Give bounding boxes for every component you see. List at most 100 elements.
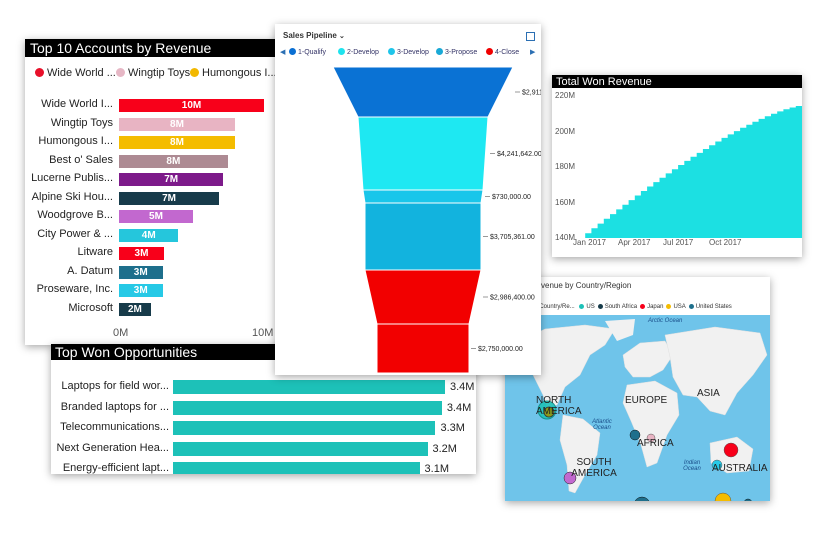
opportunity-value-label: 3.4M <box>446 401 472 414</box>
account-name: Alpine Ski Hou... <box>31 190 113 203</box>
top-accounts-legend-item[interactable]: Wingtip Toys <box>116 67 190 79</box>
map-legend-label: Address 1: Country/Re... <box>509 304 575 310</box>
legend-dot-icon <box>640 304 646 309</box>
y-axis-tick: 180M <box>555 162 576 171</box>
account-revenue-bar[interactable]: 3M <box>119 284 163 297</box>
funnel-stage[interactable] <box>362 189 484 204</box>
greenland-land <box>605 319 635 341</box>
map-legend-item[interactable]: United States <box>688 304 732 310</box>
sales-pipeline-title[interactable]: Sales Pipeline ⌄ <box>283 31 345 40</box>
funnel-value-label: $2,750,000.00 <box>478 346 523 353</box>
account-revenue-bar[interactable]: 4M <box>119 228 179 242</box>
account-revenue-bar[interactable]: 10M <box>119 99 264 112</box>
opportunity-revenue-bar[interactable] <box>173 421 436 435</box>
opportunity-name: Laptops for field wor... <box>61 380 169 392</box>
opportunity-name: Next Generation Hea... <box>56 441 169 454</box>
pipeline-legend-item[interactable]: 1-Qualify <box>289 48 326 56</box>
opportunity-value-label: 3.4M <box>450 381 475 393</box>
map-label-north-america: NORTH AMERICA <box>536 395 582 417</box>
map-title: Open Revenue by Country/Region <box>509 281 632 290</box>
opportunity-name: Branded laptops for ... <box>60 400 169 413</box>
account-revenue-bar[interactable]: 8M <box>119 136 235 149</box>
account-revenue-bar[interactable]: 3M <box>119 265 163 279</box>
legend-label: South Africa <box>604 304 638 310</box>
opportunity-value-label: 3.2M <box>432 442 457 455</box>
opportunity-name: Energy-efficient lapt... <box>62 462 169 474</box>
expand-icon[interactable] <box>526 32 535 41</box>
pipeline-legend-item[interactable]: 4-Close <box>486 48 519 56</box>
africa-land <box>622 380 680 468</box>
legend-label: 3-Develop <box>397 49 429 56</box>
map-label-europe: EUROPE <box>625 395 668 406</box>
legend-label: USA <box>673 304 686 310</box>
total-won-title: Total Won Revenue <box>552 75 802 88</box>
account-name: Lucerne Publis... <box>31 172 113 184</box>
sales-pipeline-title-text: Sales Pipeline <box>283 31 337 40</box>
australia-bubble <box>714 492 732 501</box>
account-revenue-bar[interactable]: 3M <box>119 247 164 260</box>
pipeline-legend-item[interactable]: 2-Develop <box>338 48 379 56</box>
legend-dot-icon <box>666 304 672 309</box>
account-name: Wingtip Toys <box>50 116 113 129</box>
funnel-stage[interactable] <box>376 323 470 374</box>
legend-dot-icon <box>486 48 493 55</box>
opportunity-revenue-bar[interactable] <box>173 441 428 456</box>
account-revenue-bar[interactable]: 8M <box>119 154 228 168</box>
account-revenue-bar[interactable]: 8M <box>119 117 235 131</box>
account-name: Wide World I... <box>41 98 113 110</box>
account-revenue-bar[interactable]: 5M <box>119 210 193 223</box>
uk-bubble <box>629 429 641 441</box>
europe-land <box>622 340 674 378</box>
legend-dot-icon <box>579 304 585 309</box>
legend-label: United States <box>695 304 732 310</box>
total-won-card: Total Won Revenue 220M 200M 180M 160M 140M Ja… <box>552 75 802 257</box>
top-accounts-legend-item[interactable]: Wide World ... <box>35 67 116 79</box>
pipeline-legend-item[interactable]: 3-Propose <box>436 48 477 56</box>
japan-bubble <box>723 442 739 458</box>
funnel-stage[interactable] <box>364 202 482 271</box>
funnel-value-label: $2,911,187.00 <box>522 90 541 97</box>
account-revenue-bar[interactable]: 7M <box>119 173 224 186</box>
opportunity-revenue-bar[interactable] <box>173 462 420 474</box>
legend-label: 2-Develop <box>347 49 379 56</box>
account-revenue-bar[interactable]: 7M <box>119 191 220 205</box>
chevron-down-icon[interactable]: ⌄ <box>339 33 345 40</box>
funnel-stage[interactable] <box>332 66 514 118</box>
account-name: Humongous I... <box>38 135 113 147</box>
funnel-value-label: $730,000.00 <box>492 194 531 201</box>
map-legend-item[interactable]: USA <box>666 304 686 310</box>
opportunity-revenue-bar[interactable] <box>173 400 442 415</box>
opportunity-name: Telecommunications... <box>60 421 169 433</box>
map-card: Open Revenue by Country/Region Address 1… <box>505 277 770 501</box>
funnel-stage[interactable] <box>364 269 482 325</box>
map-legend-item[interactable]: South Africa <box>597 304 638 310</box>
legend-right-arrow-icon[interactable]: ▶ <box>530 49 536 56</box>
legend-label: 3-Propose <box>445 49 478 56</box>
legend-dot-icon <box>35 68 44 77</box>
legend-dot-icon <box>116 68 125 77</box>
legend-dot-icon <box>688 304 694 309</box>
top-accounts-axis-min: 0M <box>113 327 129 339</box>
account-name: Proseware, Inc. <box>36 283 113 295</box>
opportunity-revenue-bar[interactable] <box>173 380 445 394</box>
top-accounts-legend-item[interactable]: Humongous I... <box>190 67 277 79</box>
y-axis-tick: 160M <box>555 197 576 207</box>
map-ocean-indian: Indian Ocean <box>683 460 701 472</box>
account-name: Woodgrove B... <box>37 209 113 221</box>
europe-bubble <box>646 433 656 443</box>
new-zealand-bubble <box>744 498 752 501</box>
legend-dot-icon <box>190 68 199 77</box>
revenue-area[interactable] <box>579 104 802 239</box>
account-name: Best o' Sales <box>49 153 113 166</box>
china-bubble <box>711 459 723 471</box>
pipeline-legend-item[interactable]: 3-Develop <box>388 48 429 56</box>
legend-dot-icon <box>597 304 603 309</box>
map-legend: Address 1: Country/Re... US South Africa J… <box>509 304 732 310</box>
top-accounts-card: Top 10 Accounts by Revenue Wide World ..… <box>25 39 282 345</box>
funnel-stage[interactable] <box>357 116 489 191</box>
map-ocean-atlantic: Atlantic Ocean <box>592 419 612 431</box>
map-legend-item[interactable]: Japan <box>640 304 663 310</box>
account-revenue-bar[interactable]: 2M <box>119 302 151 316</box>
map-legend-item[interactable]: US <box>579 304 595 310</box>
legend-left-arrow-icon[interactable]: ◀ <box>280 49 286 56</box>
